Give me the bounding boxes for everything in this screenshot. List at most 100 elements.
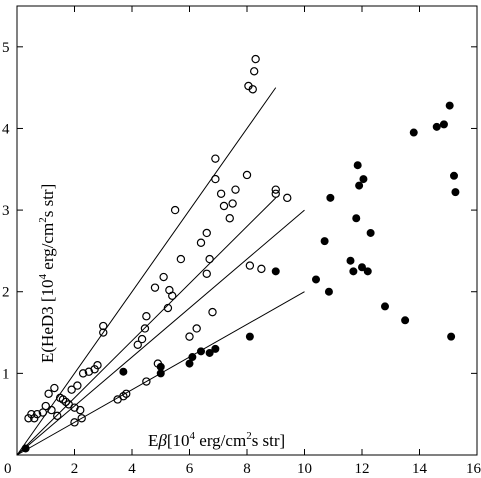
- open-point-4: [32, 409, 42, 419]
- x-label-beta: β: [157, 431, 167, 450]
- open-point-64: [271, 189, 280, 198]
- filled-point-12: [312, 275, 321, 284]
- x-label-sq: 2: [246, 430, 252, 442]
- x-label-mid: erg/cm: [195, 431, 246, 450]
- y-axis-label: E(HeD3 [104 erg/cm2s str]: [37, 184, 57, 363]
- filled-point-11: [271, 267, 280, 276]
- open-point-33: [142, 377, 151, 386]
- open-point-18: [73, 381, 82, 390]
- y-tick-label-4: 4: [2, 121, 10, 137]
- filled-point-10: [245, 332, 254, 341]
- x-label-tail: s str]: [252, 431, 286, 450]
- plot-frame: [16, 5, 478, 456]
- reference-line-2: [16, 197, 277, 456]
- y-label-exp: 4: [37, 273, 49, 279]
- x-tick-label-2: 2: [71, 461, 79, 477]
- x-tick-label-10: 10: [297, 461, 312, 477]
- open-point-8: [47, 405, 56, 415]
- filled-point-32: [450, 171, 459, 180]
- reference-line-3: [16, 209, 305, 456]
- open-point-9: [50, 383, 59, 393]
- x-label-e: E: [148, 431, 158, 450]
- x-axis-label: Eβ[104 erg/cm2s str]: [148, 430, 285, 450]
- open-point-66: [283, 193, 292, 203]
- open-point-42: [176, 254, 186, 264]
- open-point-41: [170, 205, 180, 215]
- open-point-61: [249, 67, 259, 76]
- open-point-16: [70, 418, 79, 427]
- filled-point-13: [320, 237, 329, 246]
- y-tick-label-1: 1: [2, 366, 10, 382]
- filled-point-33: [451, 188, 460, 197]
- filled-point-25: [381, 302, 390, 311]
- open-point-20: [77, 414, 86, 423]
- open-point-55: [228, 199, 237, 208]
- open-point-35: [150, 283, 160, 292]
- y-tick-label-3: 3: [2, 203, 10, 219]
- y-tick-label-5: 5: [2, 40, 10, 56]
- filled-point-9: [211, 344, 220, 353]
- open-point-40: [168, 291, 177, 301]
- x-tick-label-8: 8: [243, 461, 251, 477]
- x-tick-label-12: 12: [355, 461, 370, 477]
- y-label-mid: erg/cm: [38, 223, 57, 274]
- filled-point-18: [352, 214, 361, 223]
- x-label-exp: 4: [190, 430, 196, 442]
- open-point-65: [271, 185, 280, 194]
- filled-point-28: [432, 122, 441, 131]
- filled-point-1: [21, 444, 30, 453]
- open-point-60: [248, 85, 257, 94]
- open-point-56: [231, 185, 240, 194]
- open-point-53: [219, 201, 229, 211]
- open-point-7: [44, 389, 53, 398]
- filled-point-17: [349, 267, 358, 276]
- open-point-30: [133, 340, 142, 349]
- filled-point-8: [205, 348, 214, 357]
- y-label-e: E(HeD3 [10: [38, 279, 57, 363]
- open-point-6: [41, 401, 50, 411]
- filled-point-5: [185, 359, 194, 368]
- open-point-34: [142, 312, 151, 321]
- open-point-32: [140, 324, 150, 333]
- y-tick-label-2: 2: [2, 285, 10, 301]
- y-label-sq: 2: [37, 217, 49, 223]
- filled-point-29: [439, 120, 448, 129]
- open-point-25: [99, 328, 108, 337]
- filled-point-30: [445, 101, 454, 110]
- filled-point-15: [326, 193, 335, 202]
- open-point-26: [99, 321, 108, 331]
- open-point-43: [185, 332, 194, 341]
- x-tick-label-14: 14: [412, 461, 428, 477]
- filled-point-4: [156, 362, 165, 371]
- open-point-50: [211, 154, 220, 163]
- open-point-15: [67, 385, 76, 394]
- filled-point-26: [401, 316, 410, 325]
- open-point-51: [211, 174, 220, 184]
- filled-point-23: [363, 267, 372, 276]
- open-point-54: [225, 214, 234, 223]
- open-point-49: [208, 307, 217, 317]
- data-points: [21, 54, 460, 453]
- open-point-62: [251, 54, 260, 64]
- filled-point-31: [447, 332, 456, 341]
- filled-point-24: [366, 228, 375, 237]
- open-point-38: [163, 303, 173, 313]
- filled-point-20: [355, 181, 364, 190]
- open-point-10: [53, 411, 62, 421]
- open-point-44: [192, 324, 201, 333]
- filled-point-19: [353, 161, 362, 170]
- x-tick-label-4: 4: [128, 461, 136, 477]
- y-label-tail: s str]: [38, 184, 57, 218]
- filled-point-16: [346, 256, 355, 265]
- open-point-46: [202, 228, 211, 238]
- open-point-52: [216, 189, 226, 198]
- open-point-59: [245, 261, 255, 270]
- open-point-29: [122, 389, 131, 398]
- filled-point-27: [409, 128, 418, 137]
- filled-point-3: [156, 369, 165, 378]
- x-label-open: [10: [167, 431, 190, 450]
- filled-point-21: [358, 263, 367, 272]
- filled-point-7: [197, 347, 206, 356]
